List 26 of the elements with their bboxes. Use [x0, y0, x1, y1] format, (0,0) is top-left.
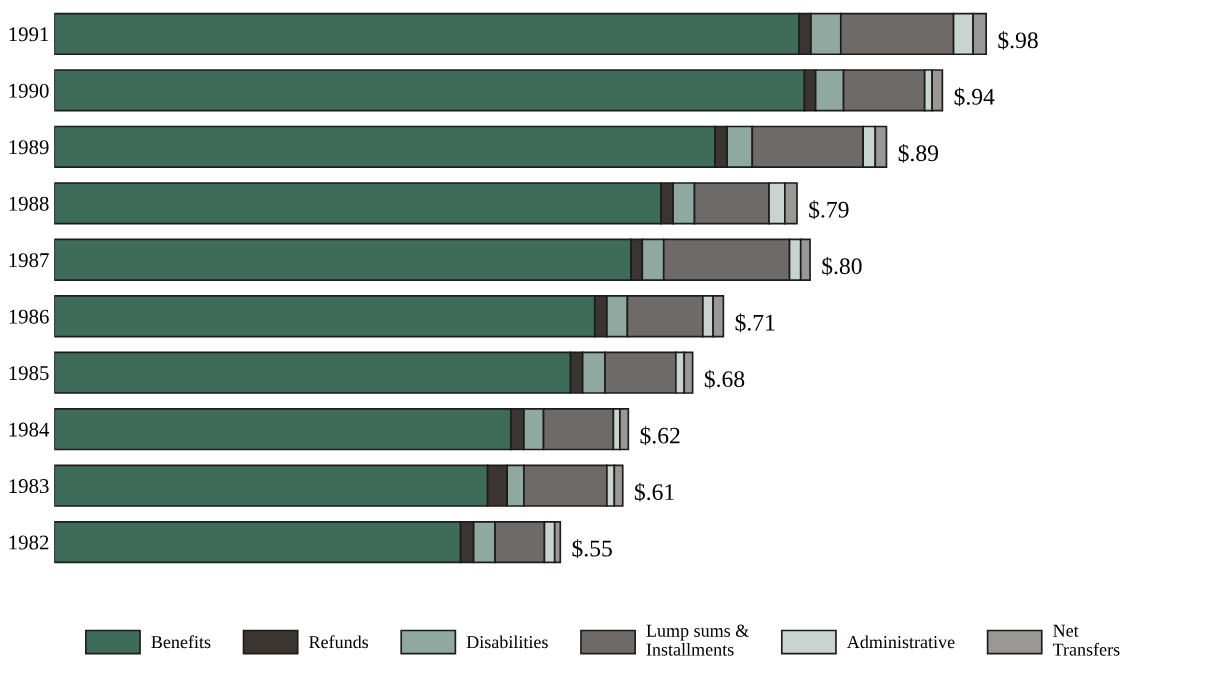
legend-label: Refunds: [309, 635, 369, 649]
legend-label: Disabilities: [466, 635, 548, 649]
y-tick-label: 1984: [9, 422, 50, 437]
total-label: $.79: [809, 200, 849, 220]
y-tick-label: 1986: [9, 309, 49, 324]
y-tick-label: 1983: [9, 479, 49, 494]
legend-label: Administrative: [846, 635, 955, 649]
total-label: $.62: [640, 426, 680, 446]
y-tick-label: 1982: [9, 535, 49, 550]
total-label: $.89: [898, 143, 938, 163]
total-label: $.68: [704, 369, 745, 389]
legend-label: Lump sums & Installments: [646, 624, 749, 656]
total-label: $.61: [634, 482, 674, 502]
y-tick-label: 1991: [9, 27, 49, 42]
y-tick-label: 1990: [9, 83, 49, 98]
total-label: $.80: [822, 256, 862, 276]
legend-label: Net Transfers: [1052, 624, 1120, 656]
total-label: $.94: [954, 87, 995, 107]
total-label: $.55: [572, 539, 612, 559]
total-label: $.98: [998, 30, 1038, 50]
y-tick-label: 1985: [9, 366, 49, 381]
total-label: $.71: [735, 313, 775, 333]
y-tick-label: 1987: [9, 253, 49, 268]
legend-label: Benefits: [151, 635, 211, 649]
y-tick-label: 1988: [9, 196, 49, 211]
y-tick-label: 1989: [9, 140, 49, 155]
